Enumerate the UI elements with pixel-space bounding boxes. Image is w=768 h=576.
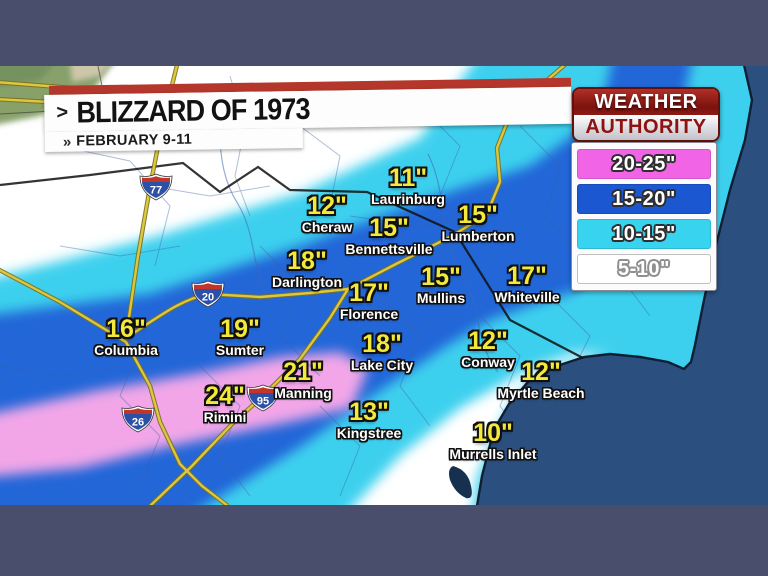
snow-report: 13" Kingstree — [337, 400, 402, 441]
banner-chevron-icon: > — [56, 101, 69, 124]
snow-report: 15" Lumberton — [441, 203, 514, 244]
snow-report: 24" Rimini — [204, 384, 247, 425]
weather-authority-logo: WEATHER AUTHORITY — [572, 87, 720, 142]
snowfall-legend: 20-25" 15-20" 10-15" 5-10" — [571, 142, 717, 291]
snow-report: 17" Florence — [340, 281, 398, 322]
city-name: Cheraw — [301, 219, 353, 235]
route-number: 95 — [257, 396, 269, 408]
snowfall-amount: 12" — [521, 358, 561, 386]
winyah-bay — [449, 466, 472, 499]
snowfall-amount: 12" — [468, 327, 508, 355]
interstate-shield: 77 — [139, 173, 173, 201]
snow-report: 18" Darlington — [272, 249, 342, 290]
snow-report: 21" Manning — [274, 360, 332, 401]
shield-blue-body — [124, 414, 152, 430]
city-name: Manning — [274, 385, 332, 401]
snow-report: 18" Lake City — [351, 332, 413, 373]
snowfall-amount: 15" — [369, 214, 409, 242]
legend-item: 15-20" — [577, 184, 711, 214]
legend-range-label: 20-25" — [612, 153, 676, 175]
snow-report: 12" Conway — [461, 329, 515, 370]
legend-range-label: 5-10" — [617, 258, 670, 280]
city-name: Florence — [339, 306, 399, 322]
state-border-nc-sc — [0, 161, 584, 359]
snow-report: 10" Murrells Inlet — [449, 421, 536, 462]
city-name: Kingstree — [336, 425, 402, 441]
snow-report: 15" Bennettsville — [345, 216, 432, 257]
legend-item: 5-10" — [577, 254, 711, 284]
snow-report: 12" Myrtle Beach — [497, 360, 584, 401]
logo-line-authority: AUTHORITY — [574, 115, 718, 140]
route-number: 20 — [202, 292, 214, 304]
shield-blue-body — [142, 182, 170, 198]
snowfall-amount: 19" — [220, 315, 260, 343]
legend-range-label: 10-15" — [612, 223, 676, 245]
banner-subtitle: FEBRUARY 9-11 — [76, 131, 193, 150]
city-name: Myrtle Beach — [497, 385, 585, 401]
banner-title: BLIZZARD OF 1973 — [75, 92, 310, 129]
route-number: 26 — [132, 417, 144, 429]
route-number: 77 — [150, 185, 162, 197]
snowfall-amount: 16" — [106, 315, 146, 343]
snowfall-amount: 21" — [283, 358, 323, 386]
legend-range-label: 15-20" — [612, 188, 676, 210]
shield-red-band — [124, 408, 152, 414]
legend-item: 10-15" — [577, 219, 711, 249]
atlantic-ocean — [477, 66, 768, 505]
snow-report: 15" Mullins — [417, 265, 465, 306]
city-name: Columbia — [94, 342, 158, 358]
snow-report: 16" Columbia — [94, 317, 158, 358]
city-name: Sumter — [215, 342, 265, 358]
snowfall-amount: 15" — [421, 263, 461, 291]
snow-report: 12" Cheraw — [302, 194, 353, 235]
snowfall-amount: 17" — [507, 262, 547, 290]
snowfall-amount: 18" — [362, 330, 402, 358]
snowfall-amount: 11" — [388, 164, 428, 192]
city-name: Rimini — [203, 409, 247, 425]
snowfall-amount: 17" — [349, 279, 389, 307]
city-name: Bennettsville — [345, 241, 433, 257]
shield-red-band — [249, 387, 277, 393]
banner-title-row: > BLIZZARD OF 1973 — [44, 86, 572, 132]
shield-blue-body — [194, 289, 222, 305]
shield-red-band — [194, 283, 222, 289]
city-name: Darlington — [272, 274, 342, 290]
city-name: Lake City — [350, 357, 414, 373]
legend-item: 20-25" — [577, 149, 711, 179]
snowfall-amount: 13" — [349, 398, 389, 426]
city-name: Lumberton — [441, 228, 515, 244]
interstate-shield: 26 — [121, 405, 155, 433]
interstate-shield: 20 — [191, 280, 225, 308]
snow-band-5-10-coastal — [354, 352, 608, 505]
interstate-shield: 95 — [246, 384, 280, 412]
city-name: Laurinburg — [371, 191, 445, 207]
snow-report: 19" Sumter — [216, 317, 264, 358]
title-banner: > BLIZZARD OF 1973 » FEBRUARY 9-11 — [44, 77, 577, 152]
city-name: Murrells Inlet — [449, 446, 537, 462]
city-name: Whiteville — [494, 289, 560, 305]
snowfall-amount: 15" — [458, 201, 498, 229]
shield-red-band — [142, 176, 170, 182]
coastline — [475, 66, 754, 505]
banner-subtitle-row: » FEBRUARY 9-11 — [44, 127, 304, 152]
city-name: Conway — [461, 354, 515, 370]
snow-report: 17" Whiteville — [494, 264, 559, 305]
snowfall-amount: 12" — [307, 192, 347, 220]
snowfall-amount: 24" — [205, 382, 245, 410]
shield-blue-body — [249, 393, 277, 409]
snowfall-amount: 10" — [473, 419, 513, 447]
snow-report: 11" Laurinburg — [371, 166, 445, 207]
logo-line-weather: WEATHER — [574, 89, 718, 115]
city-name: Mullins — [416, 290, 466, 306]
banner-sub-chevron-icon: » — [62, 133, 72, 151]
snowfall-amount: 18" — [287, 247, 327, 275]
